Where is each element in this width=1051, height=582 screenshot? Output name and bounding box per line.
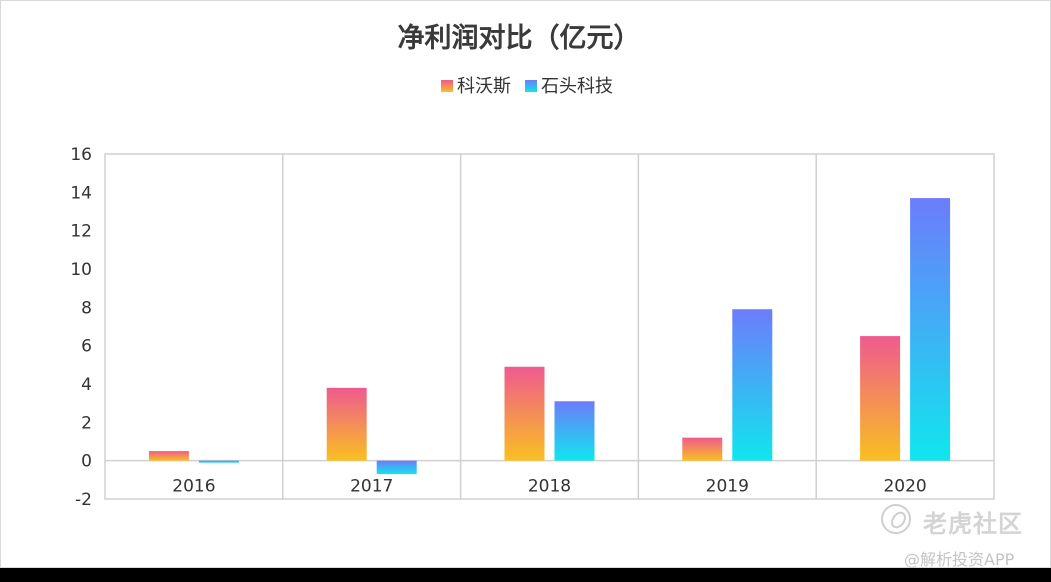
- y-tick-label: 16: [70, 145, 92, 165]
- bar-1-2016: [198, 460, 239, 463]
- chart-panel: 净利润对比（亿元） 科沃斯 石头科技 16 14 12 10 8 6 4 2 0 -2 2016 201…: [0, 0, 1051, 568]
- watermark-brand: 老虎社区: [923, 510, 1023, 538]
- x-tick-label: 2017: [350, 477, 393, 497]
- y-tick-label: -2: [75, 490, 92, 510]
- plot-area: 16 14 12 10 8 6 4 2 0 -2 2016 2017 2018 2019 2020: [70, 145, 995, 510]
- legend-swatch: [525, 80, 537, 92]
- y-tick-label: 14: [70, 183, 92, 203]
- plot-frame: [104, 153, 995, 500]
- bar-0-2016: [148, 451, 189, 461]
- legend-label: 科沃斯: [457, 76, 511, 97]
- y-tick-label: 12: [70, 222, 92, 242]
- bar-chart: 净利润对比（亿元） 科沃斯 石头科技 16 14 12 10 8 6 4 2 0 -2 2016 201…: [70, 22, 995, 510]
- y-tick-label: 6: [81, 337, 92, 357]
- bar-1-2017: [376, 460, 417, 475]
- legend-label: 石头科技: [541, 76, 613, 97]
- bar-0-2018: [504, 366, 545, 461]
- x-tick-label: 2016: [172, 477, 215, 497]
- tiger-logo-icon: [881, 504, 911, 534]
- y-tick-label: 8: [81, 298, 92, 318]
- chart-title: 净利润对比（亿元）: [398, 22, 641, 54]
- bar-1-2019: [732, 309, 773, 461]
- legend: 科沃斯 石头科技: [441, 76, 613, 97]
- legend-swatch: [441, 80, 453, 92]
- x-tick-label: 2019: [706, 477, 749, 497]
- bar-0-2017: [326, 387, 367, 461]
- bar-0-2019: [682, 437, 723, 461]
- y-tick-label: 4: [81, 375, 92, 395]
- bar-1-2018: [554, 401, 595, 461]
- bar-0-2020: [860, 336, 901, 461]
- bar-1-2020: [910, 198, 951, 461]
- x-tick-label: 2020: [883, 477, 926, 497]
- x-tick-label: 2018: [528, 477, 571, 497]
- watermark-source: @解析投资APP: [904, 550, 1015, 569]
- y-tick-label: 2: [81, 413, 92, 433]
- y-tick-label: 10: [70, 260, 92, 280]
- y-tick-label: 0: [81, 452, 92, 472]
